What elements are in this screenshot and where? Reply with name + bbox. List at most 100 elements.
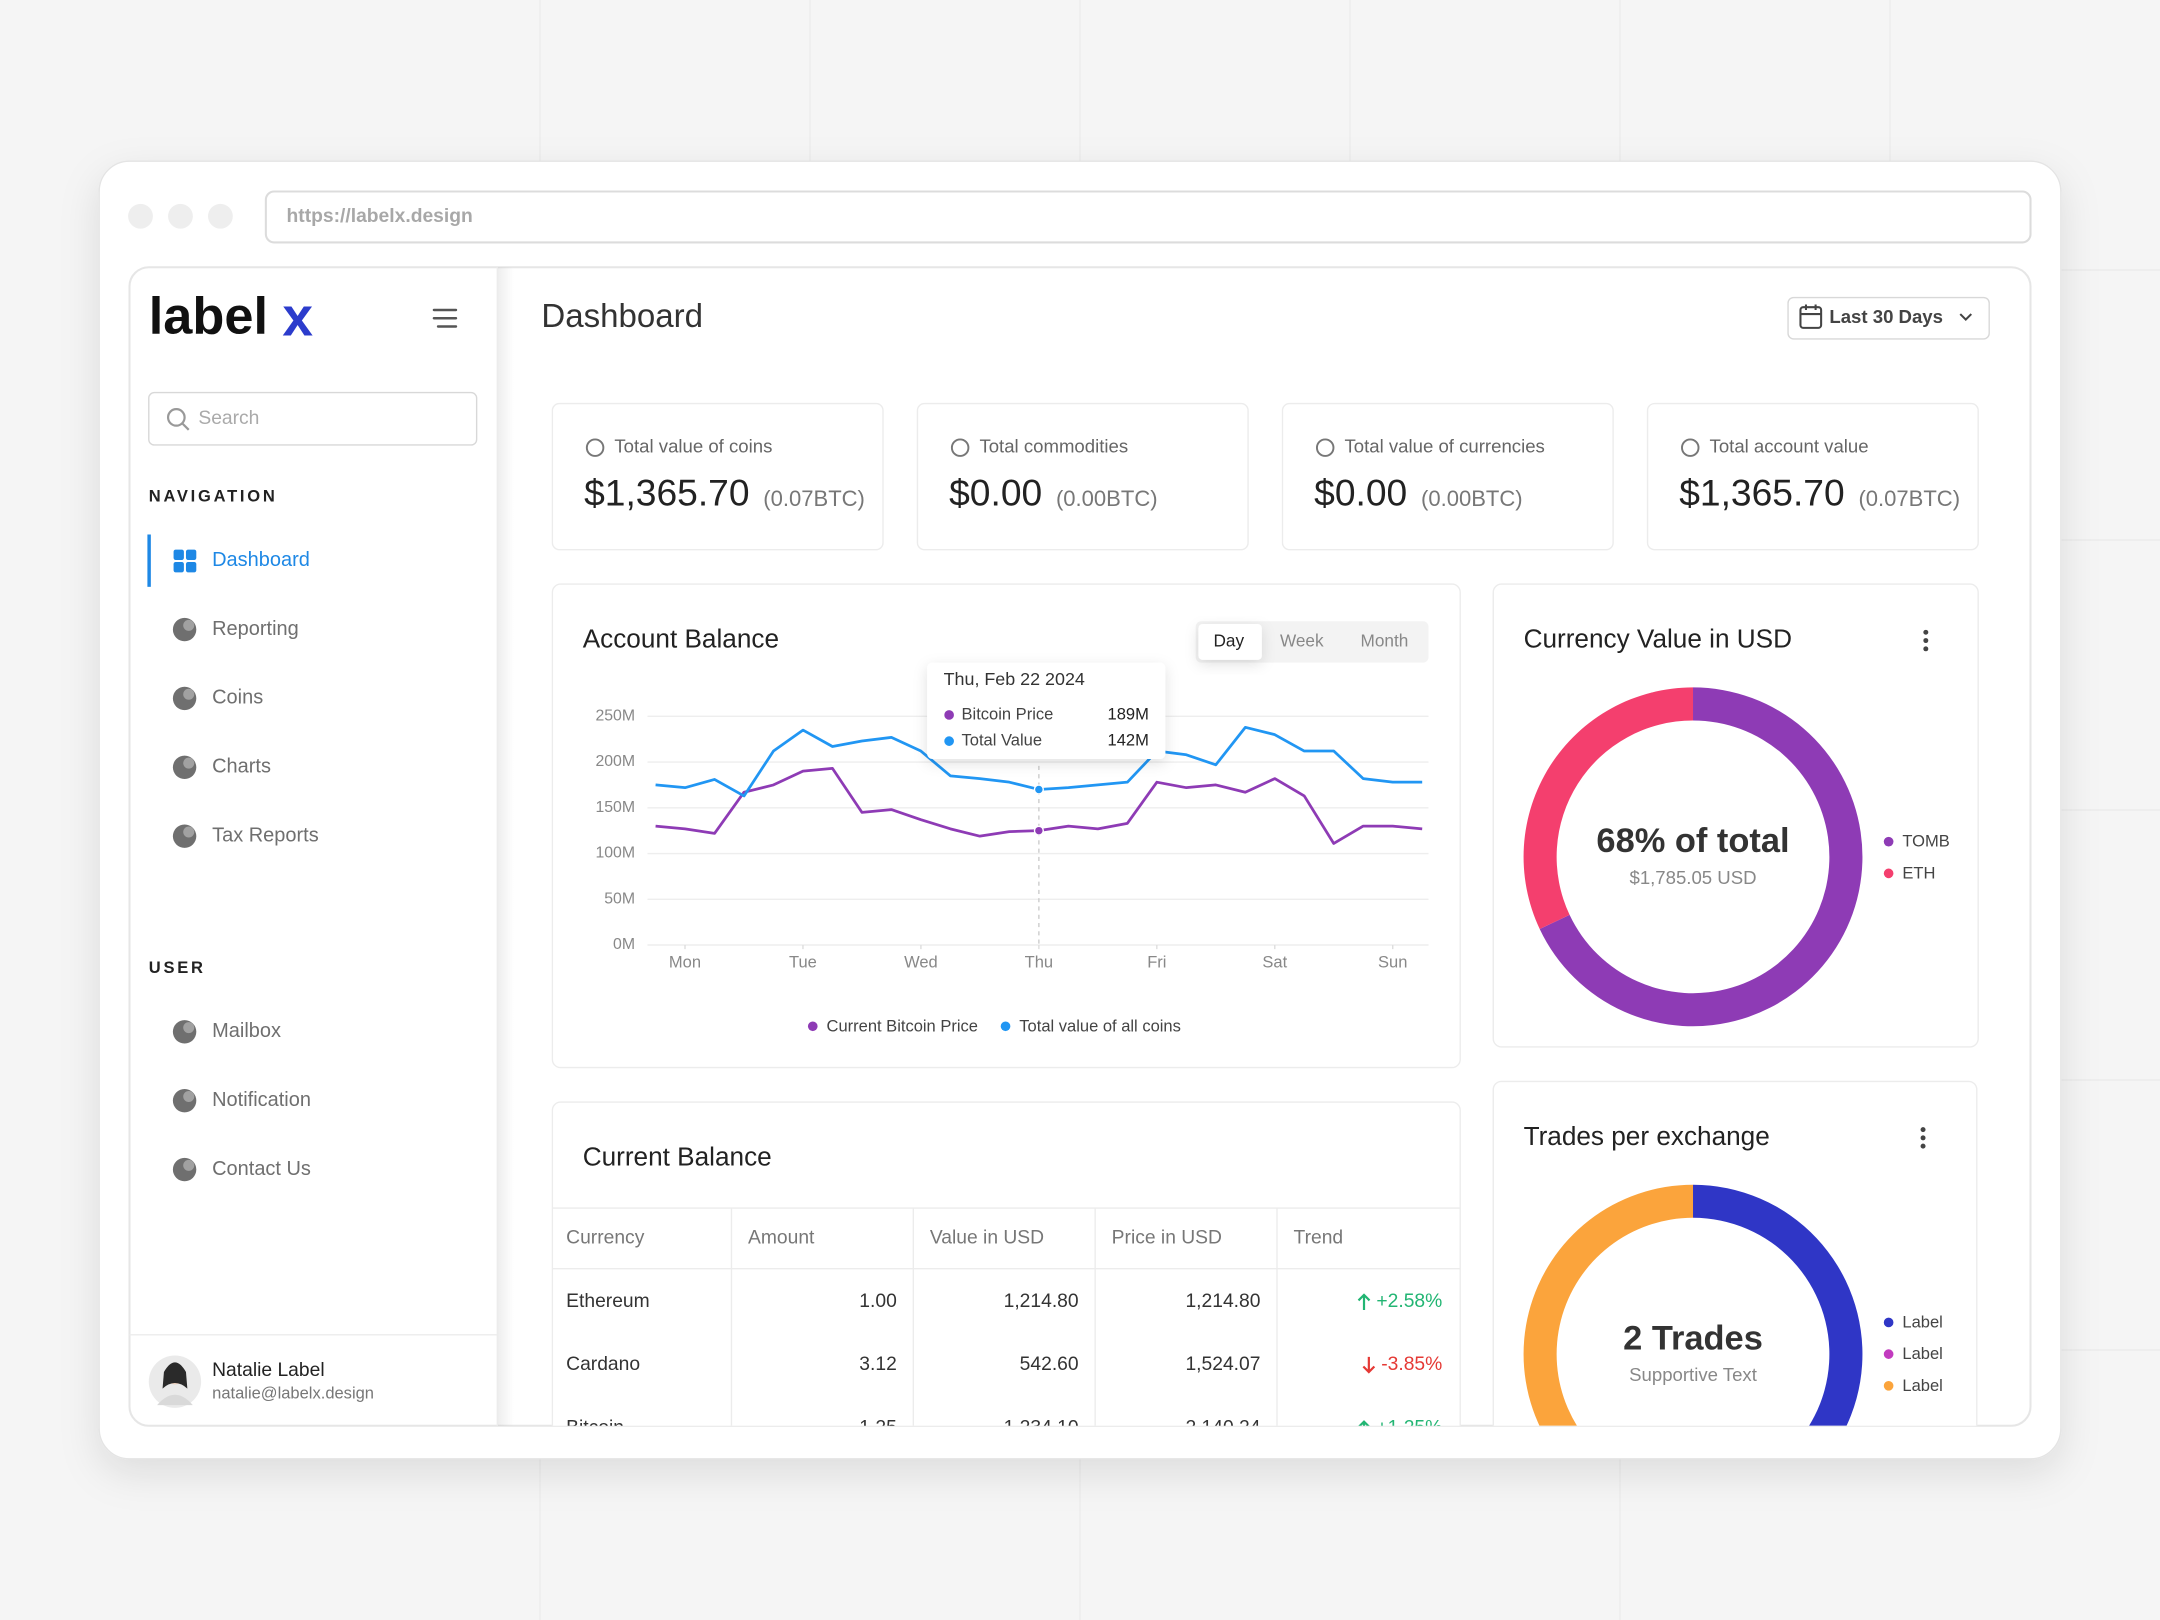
table-cell: 1.25 — [859, 1418, 897, 1439]
legend-dot — [1883, 836, 1894, 847]
stat-value: $1,365.70 — [584, 472, 749, 514]
tab[interactable]: Week — [1280, 630, 1324, 650]
more-button[interactable] — [1920, 1127, 1926, 1149]
nav-icon — [172, 1088, 197, 1113]
table-cell: 1,214.80 — [1004, 1291, 1079, 1312]
column-header: Value in USD — [930, 1228, 1044, 1249]
url-bar[interactable] — [264, 190, 2032, 244]
trend-arrow — [1362, 1356, 1376, 1374]
table-cell: Ethereum — [566, 1291, 650, 1312]
trend-cell: +1.25% — [1376, 1418, 1442, 1439]
legend-label: Total value of all coins — [1019, 1016, 1181, 1035]
nav-label: Mailbox — [212, 1020, 281, 1042]
stat-card — [1646, 402, 1979, 551]
legend-dot — [1883, 868, 1894, 879]
icon-part — [185, 549, 197, 560]
date-range-button[interactable] — [1787, 296, 1990, 340]
table-cell: 1.00 — [859, 1291, 897, 1312]
donut-segment — [1671, 1184, 1863, 1426]
stat-btc: (0.07BTC) — [763, 486, 865, 511]
stat-label: Total commodities — [979, 436, 1128, 457]
legend-label: Current Bitcoin Price — [827, 1016, 978, 1035]
donut-segment — [1523, 687, 1694, 929]
icon-part — [585, 438, 605, 457]
nav-item[interactable] — [149, 1143, 477, 1195]
nav-item[interactable] — [149, 603, 477, 655]
table-cell: Cardano — [566, 1354, 640, 1375]
donut-center-title: 68% of total — [1596, 822, 1789, 860]
window-dot — [168, 203, 193, 229]
stat-label: Total account value — [1710, 436, 1869, 457]
x-tick-label: Sun — [1378, 952, 1407, 971]
calendar-icon — [1799, 304, 1823, 329]
y-tick-label: 100M — [595, 845, 635, 862]
logo-mark: x — [282, 286, 313, 348]
stat-btc: (0.07BTC) — [1858, 486, 1960, 511]
stat-icon — [1315, 438, 1335, 457]
window-dot — [208, 203, 233, 229]
nav-item[interactable] — [149, 534, 477, 586]
x-tick-label: Mon — [669, 952, 701, 971]
table-cell: 2,140.24 — [1185, 1418, 1260, 1439]
nav-icon — [172, 686, 197, 711]
stat-value: $1,365.70 — [1679, 472, 1844, 514]
trades-chart: 2 Trades Supportive Text Label Label Label — [1523, 1184, 1943, 1426]
column-header: Amount — [748, 1228, 815, 1249]
nav-icon — [172, 1020, 197, 1044]
search-box[interactable] — [148, 391, 478, 446]
y-tick-label: 150M — [595, 799, 635, 816]
app: label x Search Natalie Label natalie@lab… — [129, 267, 1990, 1439]
table-cell: Bitcoin — [566, 1418, 624, 1439]
y-tick-label: 250M — [595, 708, 635, 725]
tab-active — [1198, 624, 1262, 660]
table-card — [551, 1101, 1461, 1426]
x-tick-label: Sat — [1262, 952, 1287, 971]
table-cell: 542.60 — [1020, 1354, 1079, 1375]
tab[interactable]: Day — [1213, 630, 1244, 650]
nav-item[interactable] — [149, 672, 477, 724]
trend-cell: +2.58% — [1376, 1291, 1442, 1312]
nav-item[interactable] — [149, 741, 477, 793]
nav-label: Coins — [212, 687, 263, 709]
section-title: NAVIGATION — [149, 487, 278, 506]
nav-label: Contact Us — [212, 1158, 311, 1180]
icon-part — [172, 1020, 197, 1044]
tooltip-title: Thu, Feb 22 2024 — [944, 669, 1085, 689]
tooltip-dot — [944, 736, 954, 746]
more-button[interactable] — [1923, 629, 1929, 652]
icon-part — [183, 1022, 195, 1034]
nav-label: Tax Reports — [212, 824, 319, 846]
url-text: https://labelx.design — [287, 206, 473, 227]
icon-part — [172, 824, 197, 848]
legend-dot — [1883, 1317, 1894, 1328]
menu-button[interactable] — [432, 308, 458, 328]
user-name: Natalie Label — [212, 1360, 324, 1381]
date-range-text: Last 30 Days — [1829, 306, 1943, 327]
sidebar-shadow — [497, 267, 514, 1426]
icon-part — [183, 688, 195, 700]
icon-part — [173, 562, 184, 573]
column-header: Trend — [1294, 1228, 1344, 1249]
donut-center-subtitle: $1,785.05 USD — [1629, 867, 1756, 888]
legend-label: Label — [1902, 1312, 1942, 1331]
tooltip-name: Total Value — [962, 730, 1042, 749]
tooltip-value: 142M — [1108, 730, 1149, 749]
nav-item[interactable] — [149, 1074, 477, 1126]
active-indicator — [147, 534, 151, 587]
balance-card — [551, 583, 1461, 1069]
search-placeholder: Search — [198, 408, 259, 429]
table-cell: 1,524.07 — [1185, 1354, 1260, 1375]
stat-btc: (0.00BTC) — [1421, 486, 1523, 511]
stat-btc: (0.00BTC) — [1056, 486, 1158, 511]
tab[interactable]: Month — [1361, 630, 1409, 650]
tooltip — [927, 662, 1166, 760]
table-cell: 1,214.80 — [1185, 1291, 1260, 1312]
icon-part — [1315, 438, 1335, 457]
trend-cell: -3.85% — [1381, 1354, 1442, 1375]
donut-center-title: 2 Trades — [1623, 1319, 1763, 1357]
nav-label: Dashboard — [212, 549, 310, 571]
user-email: natalie@labelx.design — [212, 1383, 374, 1402]
nav-item[interactable] — [149, 1006, 477, 1058]
